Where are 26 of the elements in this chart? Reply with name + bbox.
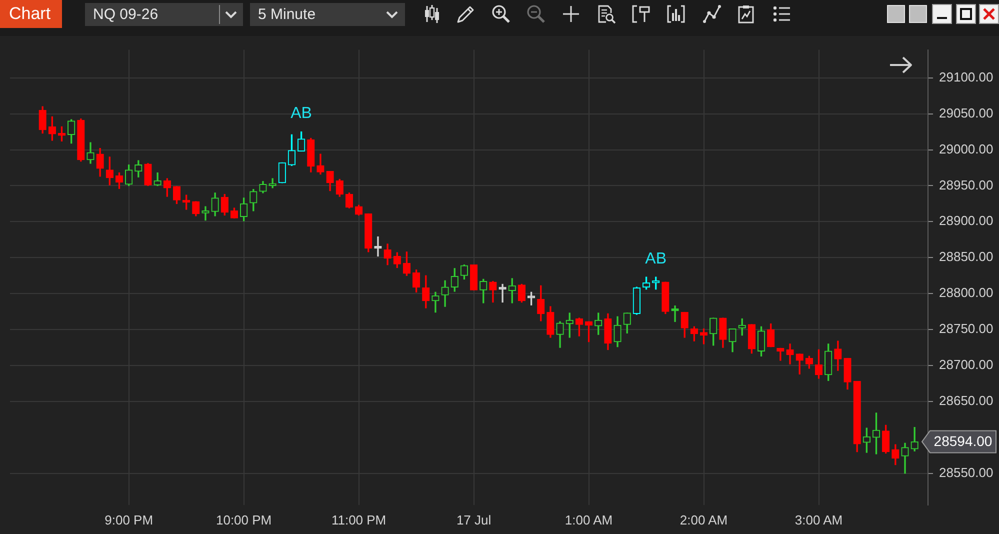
candlestick bbox=[202, 206, 210, 221]
y-tick-label: 29000.00 bbox=[939, 141, 994, 156]
y-tick-label: 28900.00 bbox=[939, 213, 994, 228]
y-tick-label: 28850.00 bbox=[939, 249, 994, 264]
y-tick-label: 28650.00 bbox=[939, 393, 994, 408]
x-tick-label: 3:00 AM bbox=[794, 512, 843, 528]
candlestick bbox=[786, 344, 794, 364]
y-tick-label: 28550.00 bbox=[939, 464, 994, 480]
y-tick-label: 29050.00 bbox=[939, 105, 994, 120]
chart-subtitle: 5 Minute bbox=[258, 6, 316, 23]
x-tick-label: 17 Jul bbox=[456, 512, 492, 528]
y-tick-label: 29100.00 bbox=[939, 69, 994, 84]
chart-title: NQ 09-26 bbox=[93, 6, 158, 23]
y-tick-label: 28750.00 bbox=[939, 321, 994, 336]
y-tick-label: 28800.00 bbox=[939, 285, 994, 300]
x-tick-label: 11:00 PM bbox=[331, 512, 386, 528]
annotation: AB bbox=[290, 105, 312, 122]
x-tick-label: 10:00 PM bbox=[216, 512, 272, 528]
x-tick-label: 2:00 AM bbox=[680, 512, 728, 528]
y-tick-label: 28700.00 bbox=[939, 357, 994, 372]
text: Chart bbox=[9, 4, 51, 24]
annotation: AB bbox=[645, 250, 667, 268]
x-tick-label: 1:00 AM bbox=[564, 512, 613, 528]
y-tick-label: 28950.00 bbox=[939, 177, 994, 192]
x-tick-label: 9:00 PM bbox=[104, 512, 154, 528]
annotation: 28594.00 bbox=[934, 433, 992, 450]
